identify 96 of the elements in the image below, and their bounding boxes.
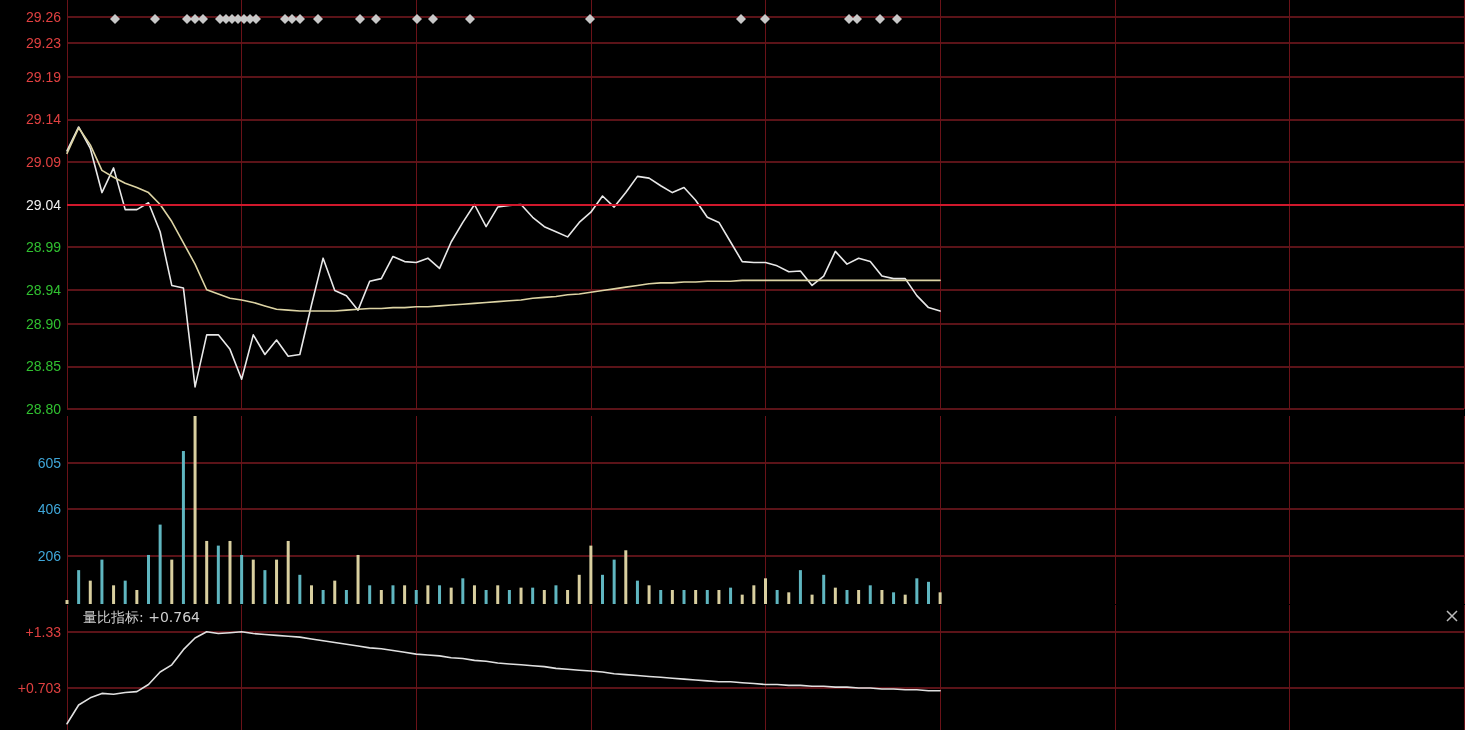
y-tick-label: 29.14 (25, 111, 62, 128)
bar (496, 585, 500, 604)
bar (356, 554, 360, 604)
bar (892, 592, 896, 604)
line-series (66, 127, 941, 312)
bar (752, 585, 756, 604)
y-tick-label: 28.99 (25, 239, 62, 256)
bar (438, 585, 442, 604)
bar (333, 580, 337, 604)
bar (705, 589, 709, 604)
y-tick-label: 29.26 (25, 9, 62, 26)
bar (472, 585, 476, 604)
y-tick-label: 28.90 (25, 315, 62, 332)
bar (344, 589, 348, 604)
bar (112, 585, 116, 604)
chart-title: 量比指标: +0.764 (83, 609, 201, 625)
bar (729, 587, 733, 604)
bar (810, 594, 814, 604)
bar (566, 589, 570, 604)
bar (868, 585, 872, 604)
bar (577, 574, 581, 604)
bar (635, 580, 639, 604)
bar (309, 585, 313, 604)
bar (193, 416, 197, 604)
y-tick-label: 206 (37, 547, 62, 564)
bar (205, 540, 209, 604)
bar (251, 559, 255, 604)
bar (461, 578, 465, 604)
bar (65, 600, 69, 604)
bar (903, 594, 907, 604)
bar (542, 589, 546, 604)
bar (368, 585, 372, 604)
y-tick-label: +0.703 (17, 679, 62, 696)
bar (845, 589, 849, 604)
bar (682, 589, 686, 604)
bar (601, 574, 605, 604)
bar (275, 559, 279, 604)
y-tick-label: 29.04 (25, 196, 62, 213)
line-series (66, 126, 941, 388)
bar (694, 589, 698, 604)
bar (938, 592, 942, 604)
bar (833, 587, 837, 604)
bar (321, 589, 325, 604)
y-tick-label: 29.09 (25, 153, 62, 170)
y-tick-label: 28.85 (25, 358, 62, 375)
bar (181, 451, 185, 604)
bar (670, 589, 674, 604)
bar (170, 559, 174, 604)
bar (146, 554, 150, 604)
bar (659, 589, 663, 604)
bar (426, 585, 430, 604)
line-series (66, 630, 941, 725)
bar (403, 585, 407, 604)
bar (135, 589, 139, 604)
bar (414, 589, 418, 604)
bar (449, 587, 453, 604)
bar (764, 578, 767, 604)
bar (822, 574, 826, 604)
bar (158, 524, 162, 604)
bar (880, 589, 884, 604)
y-tick-label: 605 (37, 454, 62, 471)
bar (507, 589, 511, 604)
bar (740, 594, 744, 604)
bar (216, 545, 220, 604)
bar (100, 559, 104, 604)
bar (612, 559, 616, 604)
y-tick-label: 28.80 (25, 401, 62, 417)
bar (787, 592, 791, 604)
y-tick-label: 28.94 (25, 281, 62, 298)
bar (915, 578, 919, 604)
bar (554, 585, 558, 604)
bar (926, 581, 930, 604)
bar (286, 540, 290, 604)
bar (798, 570, 802, 604)
bar (263, 570, 267, 604)
bar (77, 570, 81, 604)
bar (531, 587, 535, 604)
bar (298, 574, 302, 604)
y-tick-label: +1.33 (25, 623, 62, 640)
y-tick-label: 29.23 (25, 34, 62, 51)
bar (589, 545, 593, 604)
y-tick-label: 406 (37, 501, 62, 518)
bar (88, 580, 92, 604)
bar (717, 589, 721, 604)
bar (484, 589, 488, 604)
bar (857, 589, 861, 604)
bar (775, 589, 779, 604)
bar (391, 585, 395, 604)
bar (240, 554, 244, 604)
bar (123, 580, 127, 604)
bar (228, 540, 232, 604)
bar (379, 589, 383, 604)
bar (519, 587, 523, 604)
y-tick-label: 29.19 (25, 68, 62, 85)
bar (647, 585, 651, 604)
bar (624, 550, 628, 604)
